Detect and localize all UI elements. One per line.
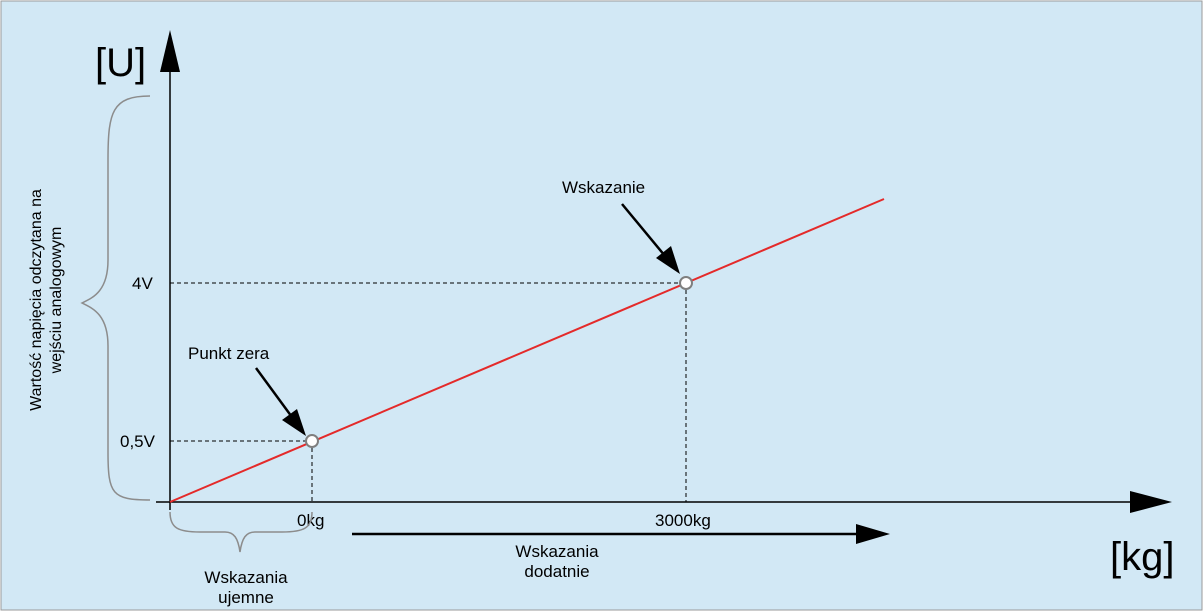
x-tick-high: 3000kg xyxy=(655,511,711,530)
side-label-line2: wejściu analogowym xyxy=(48,227,65,375)
y-axis-label: [U] xyxy=(95,41,146,85)
positive-label-line1: Wskazania xyxy=(515,542,599,561)
zero-point-marker xyxy=(305,434,319,448)
y-tick-high: 4V xyxy=(132,274,153,293)
side-label: Wartość napięcia odczytana na wejściu an… xyxy=(28,189,65,411)
negative-label-line1: Wskazania xyxy=(204,568,288,587)
y-tick-low: 0,5V xyxy=(120,432,156,451)
negative-label-line2: ujemne xyxy=(218,588,274,607)
x-axis-label: [kg] xyxy=(1110,535,1174,579)
side-label-line1: Wartość napięcia odczytana na xyxy=(28,189,45,411)
characteristic-line xyxy=(169,198,885,503)
reading-point-marker xyxy=(679,276,693,290)
positive-label-line2: dodatnie xyxy=(524,562,589,581)
zero-point-arrowhead xyxy=(282,409,306,436)
y-axis-arrowhead xyxy=(160,30,180,72)
horizontal-brace xyxy=(169,511,313,553)
reading-label: Wskazanie xyxy=(562,178,645,197)
reading-arrow xyxy=(621,203,671,263)
zero-point-label: Punkt zera xyxy=(188,344,270,363)
positive-range-arrowhead xyxy=(856,524,890,544)
vertical-brace xyxy=(80,95,151,501)
guide-lines xyxy=(170,282,687,502)
reading-arrowhead xyxy=(656,246,680,274)
x-axis-arrowhead xyxy=(1130,491,1172,513)
